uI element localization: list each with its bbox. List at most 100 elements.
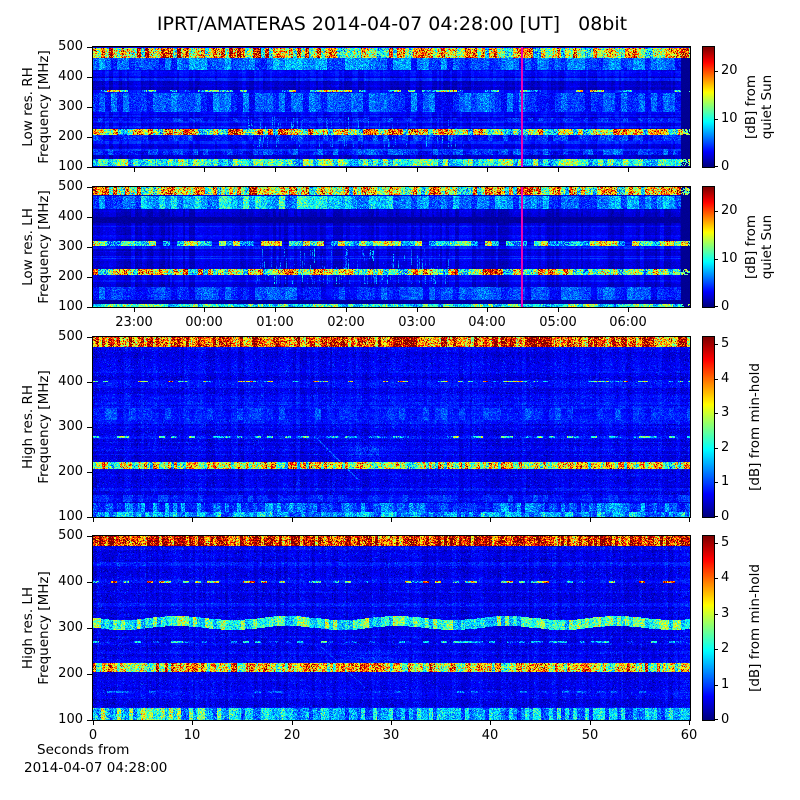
y-tick-label: 300 xyxy=(58,99,83,114)
y-tick-label: 300 xyxy=(58,239,83,254)
x-tick-mark xyxy=(192,517,193,522)
colorbar-tick-label: 1 xyxy=(721,677,730,692)
y-tick-mark xyxy=(87,187,92,188)
x-tick-mark xyxy=(292,517,293,522)
x-tick-label: 23:00 xyxy=(115,315,153,330)
colorbar-low-res-rh xyxy=(702,46,715,168)
colorbar-axis-label-text: [dB] from min-hold xyxy=(747,564,763,692)
colorbar-tick-mark xyxy=(714,71,718,72)
y-tick-label: 200 xyxy=(58,666,83,681)
colorbar-tick-mark xyxy=(714,649,718,650)
y-tick-mark xyxy=(87,582,92,583)
y-tick-mark xyxy=(87,247,92,248)
x-tick-mark xyxy=(391,517,392,522)
x-tick-mark xyxy=(346,167,347,172)
x-tick-label: 60 xyxy=(680,728,698,743)
y-tick-label: 500 xyxy=(58,528,83,543)
x-tick-label: 10 xyxy=(183,728,201,743)
x-tick-mark xyxy=(689,720,690,725)
colorbar-tick-label: 10 xyxy=(721,251,738,266)
spectrogram-panel-high-res-lh xyxy=(92,535,691,721)
colorbar-tick-mark xyxy=(714,543,718,544)
colorbar-axis-label-text: [dB] from quiet Sun xyxy=(743,214,775,280)
xaxis-caption: Seconds from 2014-04-07 04:28:00 xyxy=(24,741,167,777)
colorbar-tick-label: 10 xyxy=(721,111,738,126)
y-tick-mark xyxy=(87,107,92,108)
x-tick-mark xyxy=(487,307,488,312)
x-tick-mark xyxy=(590,517,591,522)
x-tick-mark xyxy=(490,720,491,725)
colorbar-tick-label: 5 xyxy=(721,336,730,351)
colorbar-tick-label: 4 xyxy=(721,371,730,386)
x-tick-mark xyxy=(628,167,629,172)
x-tick-label: 50 xyxy=(581,728,599,743)
y-tick-mark xyxy=(87,536,92,537)
y-tick-label: 300 xyxy=(58,620,83,635)
y-tick-label: 400 xyxy=(58,374,83,389)
colorbar-tick-label: 5 xyxy=(721,535,730,550)
colorbar-axis-label-text: [dB] from quiet Sun xyxy=(743,74,775,140)
figure-title: IPRT/AMATERAS 2014-04-07 04:28:00 [UT] 0… xyxy=(156,13,628,35)
x-tick-mark xyxy=(275,307,276,312)
y-tick-mark xyxy=(87,167,92,168)
colorbar-tick-label: 3 xyxy=(721,606,730,621)
spectrogram-canvas-low-res-lh xyxy=(93,187,690,307)
y-tick-label: 500 xyxy=(58,179,83,194)
y-tick-label: 400 xyxy=(58,209,83,224)
x-tick-mark xyxy=(204,167,205,172)
colorbar-tick-label: 0 xyxy=(721,299,730,314)
y-tick-mark xyxy=(87,277,92,278)
y-tick-label: 300 xyxy=(58,419,83,434)
x-tick-mark xyxy=(192,720,193,725)
y-tick-mark xyxy=(87,517,92,518)
colorbar-tick-label: 4 xyxy=(721,570,730,585)
xaxis-caption-line1: Seconds from xyxy=(37,742,130,758)
y-tick-mark xyxy=(87,137,92,138)
colorbar-tick-mark xyxy=(714,344,718,345)
x-tick-label: 0 xyxy=(88,728,98,743)
y-tick-label: 100 xyxy=(58,159,83,174)
colorbar-tick-label: 0 xyxy=(721,712,730,727)
spectrogram-panel-high-res-rh xyxy=(92,336,691,518)
x-tick-label: 06:00 xyxy=(609,315,647,330)
y-tick-label: 200 xyxy=(58,269,83,284)
colorbar-tick-label: 2 xyxy=(721,440,730,455)
y-axis-label-text: High res. LH Frequency [MHz] xyxy=(20,571,52,685)
colorbar-tick-label: 0 xyxy=(721,159,730,174)
x-tick-mark xyxy=(93,720,94,725)
colorbar-tick-label: 2 xyxy=(721,641,730,656)
x-tick-label: 03:00 xyxy=(398,315,436,330)
y-axis-label-text: Low res. RH Frequency [MHz] xyxy=(20,50,52,164)
spectrogram-panel-low-res-rh xyxy=(92,46,691,168)
colorbar-tick-mark xyxy=(714,166,718,167)
y-tick-mark xyxy=(87,217,92,218)
x-tick-label: 05:00 xyxy=(539,315,577,330)
x-tick-label: 04:00 xyxy=(468,315,506,330)
colorbar-canvas-low-res-rh xyxy=(703,47,714,167)
y-tick-mark xyxy=(87,720,92,721)
xaxis-caption-line2: 2014-04-07 04:28:00 xyxy=(24,760,168,776)
y-tick-label: 100 xyxy=(58,509,83,524)
colorbar-tick-mark xyxy=(714,719,718,720)
x-tick-mark xyxy=(558,307,559,312)
spectrogram-canvas-low-res-rh xyxy=(93,47,690,167)
y-tick-label: 100 xyxy=(58,299,83,314)
spectrogram-panel-low-res-lh xyxy=(92,186,691,308)
x-tick-label: 00:00 xyxy=(185,315,223,330)
x-tick-mark xyxy=(204,307,205,312)
colorbar-tick-mark xyxy=(714,306,718,307)
x-tick-mark xyxy=(134,167,135,172)
y-tick-mark xyxy=(87,47,92,48)
colorbar-tick-mark xyxy=(714,448,718,449)
x-tick-mark xyxy=(417,167,418,172)
colorbar-tick-mark xyxy=(714,413,718,414)
y-tick-mark xyxy=(87,77,92,78)
x-tick-label: 20 xyxy=(283,728,301,743)
colorbar-tick-mark xyxy=(714,259,718,260)
colorbar-tick-label: 20 xyxy=(721,63,738,78)
y-tick-label: 200 xyxy=(58,129,83,144)
x-tick-mark xyxy=(292,720,293,725)
y-axis-label-text: High res. RH Frequency [MHz] xyxy=(20,370,52,484)
y-tick-mark xyxy=(87,382,92,383)
